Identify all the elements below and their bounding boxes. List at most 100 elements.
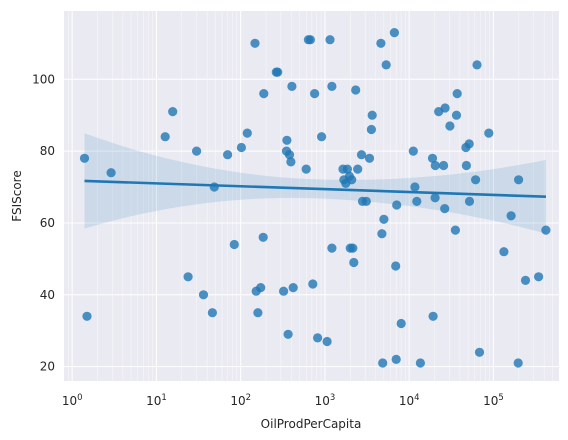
scatter-point	[198, 290, 209, 300]
scatter-point	[364, 153, 375, 163]
scatter-point	[351, 85, 361, 95]
scatter-point	[301, 164, 311, 174]
x-tick-label: 104	[399, 393, 420, 408]
scatter-point	[471, 175, 481, 185]
scatter-point	[461, 160, 471, 171]
scatter-point	[381, 60, 391, 70]
plot-background	[64, 11, 559, 381]
scatter-point	[361, 196, 371, 206]
scatter-point	[412, 196, 422, 206]
scatter-point	[445, 121, 455, 131]
scatter-point	[499, 247, 509, 257]
scatter-point	[396, 318, 406, 329]
y-tick-label: 20	[40, 360, 55, 374]
scatter-point	[313, 333, 323, 343]
scatter-point	[207, 308, 217, 318]
scatter-point	[427, 153, 438, 163]
scatter-point	[348, 243, 358, 253]
scatter-point	[258, 232, 268, 242]
scatter-point	[541, 225, 551, 235]
scatter-point	[168, 107, 178, 117]
scatter-point	[310, 89, 320, 99]
scatter-point	[389, 27, 399, 38]
scatter-point	[379, 214, 389, 224]
scatter-point	[415, 358, 425, 368]
scatter-point	[79, 153, 90, 163]
scatter-point	[520, 275, 531, 285]
scatter-point	[209, 182, 219, 192]
scatter-point	[366, 124, 376, 135]
scatter-point	[464, 196, 475, 206]
scatter-point	[106, 168, 116, 178]
scatter-point	[160, 132, 170, 142]
scatter-point	[377, 229, 387, 239]
scatter-point	[82, 311, 92, 321]
scatter-point	[242, 128, 252, 138]
scatter-point	[229, 239, 239, 250]
scatter-point	[410, 182, 420, 192]
scatter-point	[378, 358, 388, 368]
scatter-point	[253, 308, 263, 318]
scatter-point	[450, 225, 460, 235]
scatter-point	[317, 132, 327, 142]
scatter-point	[284, 150, 295, 160]
scatter-point	[259, 89, 269, 99]
grid	[64, 11, 559, 381]
scatter-point	[464, 139, 474, 149]
scatter-point	[430, 160, 440, 171]
scatter-point	[322, 336, 332, 347]
scatter-point	[356, 150, 367, 160]
regression-line	[84, 179, 546, 199]
scatter-point	[428, 311, 438, 321]
scatter-point	[327, 81, 337, 91]
confidence-band	[84, 133, 546, 234]
y-tick-label: 60	[40, 216, 55, 230]
scatter-point	[250, 38, 260, 48]
y-tick-label: 80	[40, 144, 55, 158]
scatter-point	[305, 35, 315, 45]
y-tick-label: 100	[32, 72, 55, 86]
scatter-point	[392, 200, 402, 210]
scatter-point	[430, 193, 440, 203]
scatter-points	[79, 27, 551, 368]
scatter-point	[534, 272, 544, 282]
scatter-point	[376, 38, 386, 48]
x-tick-label: 102	[230, 393, 251, 408]
scatter-point	[513, 358, 523, 368]
scatter-point	[325, 35, 335, 45]
scatter-point	[408, 146, 418, 156]
scatter-point	[283, 329, 293, 339]
scatter-point	[287, 81, 297, 91]
scatter-point	[236, 142, 246, 153]
scatter-point	[183, 272, 193, 282]
scatter-point	[286, 157, 296, 167]
scatter-point	[452, 89, 462, 99]
scatter-point	[440, 204, 450, 214]
scatter-point	[223, 150, 233, 160]
scatter-point	[440, 103, 450, 113]
scatter-point	[506, 211, 516, 221]
scatter-point	[439, 160, 449, 171]
scatter-point	[273, 67, 283, 77]
scatter-point	[192, 146, 202, 156]
x-tick-label: 100	[62, 393, 83, 408]
scatter-point	[451, 110, 462, 120]
scatter-point	[391, 354, 401, 364]
x-tick-labels: 100 101 102 103 104 105	[62, 393, 504, 408]
scatter-point	[391, 261, 401, 271]
scatter-point	[484, 128, 494, 138]
scatter-point	[279, 286, 289, 296]
y-tick-label: 40	[40, 288, 55, 302]
scatter-point	[349, 257, 359, 268]
scatter-point	[342, 164, 352, 174]
scatter-point	[514, 175, 524, 185]
y-axis-label: FSIScore	[10, 170, 24, 221]
x-axis-label: OilProdPerCapita	[261, 417, 362, 431]
scatter-point	[282, 135, 292, 145]
scatter-point	[472, 60, 482, 70]
scatter-point	[288, 283, 298, 293]
scatter-point	[308, 279, 318, 289]
scatter-point	[347, 175, 357, 185]
scatter-point	[367, 110, 377, 120]
